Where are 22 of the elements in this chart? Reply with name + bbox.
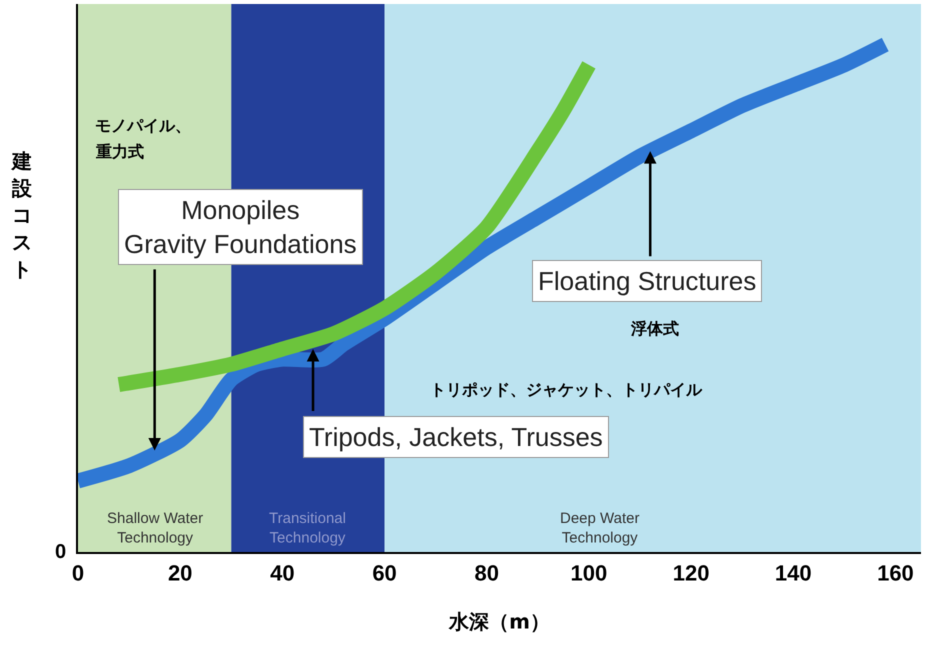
- annotation: Floating Structures: [538, 266, 756, 296]
- band-label: Transitional Technology: [269, 510, 346, 546]
- annotation: Tripods, Jackets, Trusses: [309, 422, 603, 452]
- x-tick-label: 140: [774, 560, 812, 586]
- band-label: Shallow Water Technology: [107, 510, 204, 546]
- x-tick-label: 40: [270, 560, 295, 586]
- x-tick-label: 80: [474, 560, 499, 586]
- band-label: Deep Water Technology: [560, 510, 640, 546]
- annotation: モノパイル、: [95, 116, 191, 135]
- x-tick-label: 0: [72, 560, 84, 586]
- annotation: 浮体式: [630, 319, 679, 338]
- x-tick-label: 20: [168, 560, 192, 586]
- annotation: Monopiles Gravity Foundations: [124, 195, 357, 259]
- x-tick-label: 100: [570, 560, 608, 586]
- annotation: トリポッド、ジャケット、トリパイル: [430, 380, 703, 399]
- y-axis-title: 建設コスト: [10, 148, 33, 283]
- x-tick-label: 160: [877, 560, 914, 586]
- x-axis-title: 水深（m）: [448, 609, 550, 634]
- annotation: 重力式: [95, 142, 144, 161]
- text: 0: [55, 541, 66, 563]
- x-tick-label: 120: [672, 560, 710, 586]
- x-tick-label: 60: [372, 560, 397, 586]
